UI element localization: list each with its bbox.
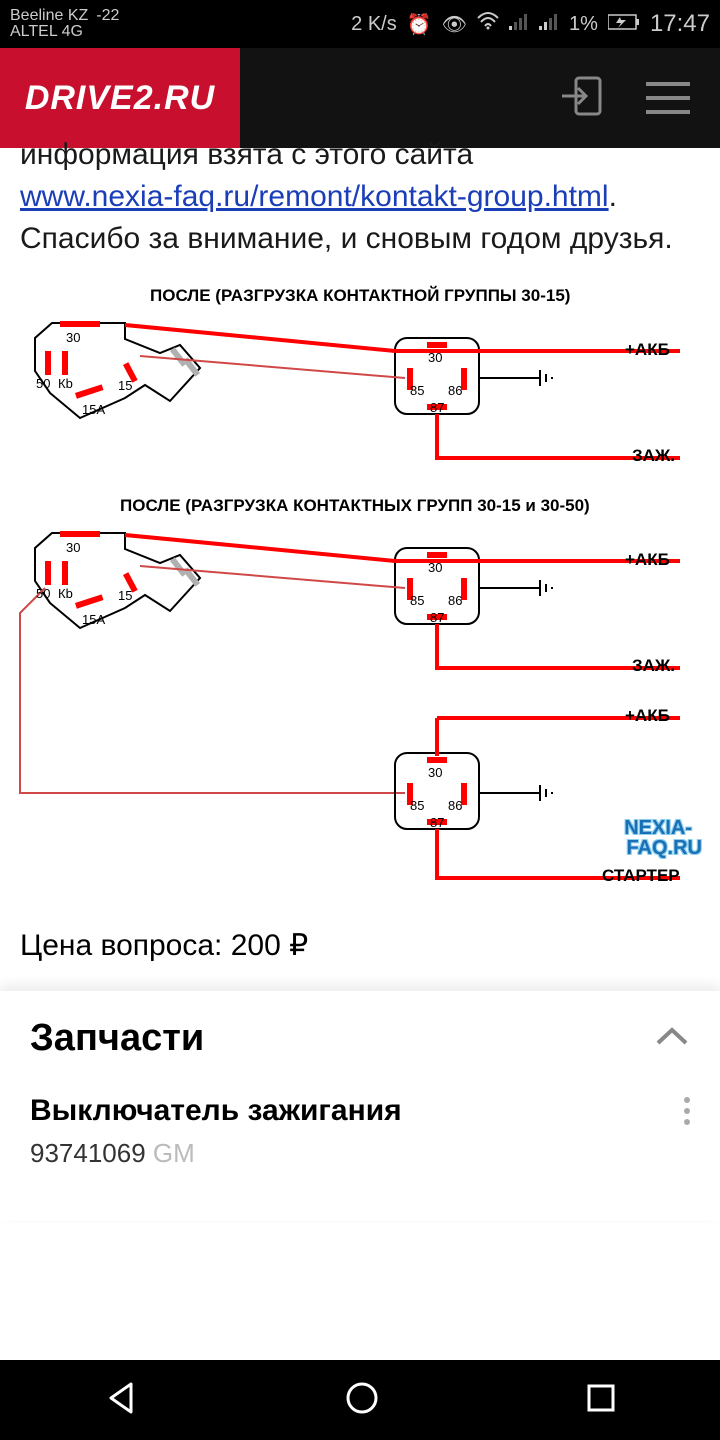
parts-section: Запчасти Выключатель зажигания 93741069 … [0, 991, 720, 1221]
signal-2-icon [539, 12, 559, 36]
signal-1-icon [509, 12, 529, 36]
battery-text: 1% [569, 13, 598, 36]
carrier-2: ALTEL 4G [10, 24, 119, 40]
battery-icon [608, 13, 640, 36]
label-zazh-2: ЗАЖ. [632, 656, 675, 676]
price-line: Цена вопроса: 200 ₽ [0, 928, 720, 963]
android-status-bar: Beeline KZ -22 ALTEL 4G 2 K/s ⏰ 👁 1% 17:… [0, 0, 720, 48]
android-nav-bar [0, 1360, 720, 1440]
wifi-icon [477, 12, 499, 36]
nav-back-icon[interactable] [103, 1380, 139, 1421]
logo[interactable]: DRIVE2.RU [0, 48, 240, 148]
status-left: Beeline KZ -22 ALTEL 4G [10, 8, 119, 40]
label-akb-2: +АКБ [625, 550, 670, 570]
clock: 17:47 [650, 10, 710, 38]
part-list-item[interactable]: Выключатель зажигания [30, 1094, 690, 1128]
diagram-title-1: ПОСЛЕ (РАЗГРУЗКА КОНТАКТНОЙ ГРУППЫ 30-15… [150, 286, 570, 306]
label-akb-1: +АКБ [625, 340, 670, 360]
carrier-1: Beeline KZ [10, 8, 88, 24]
part-name: Выключатель зажигания [30, 1094, 402, 1128]
part-number: 93741069 GM [30, 1138, 690, 1169]
watermark-2: FAQ.RU [626, 838, 702, 858]
eye-icon: 👁 [442, 12, 467, 37]
nav-home-icon[interactable] [344, 1380, 380, 1421]
nav-recent-icon[interactable] [585, 1382, 617, 1419]
temperature: -22 [96, 8, 119, 24]
chevron-up-icon[interactable] [654, 1025, 690, 1052]
app-header: DRIVE2.RU [0, 48, 720, 148]
watermark-1: NEXIA- [624, 818, 692, 838]
more-icon[interactable] [684, 1097, 690, 1125]
article-body: информация взята с этого сайта www.nexia… [0, 134, 720, 260]
label-starter: СТАРТЕР [602, 866, 680, 886]
net-speed: 2 K/s [351, 13, 397, 36]
login-icon[interactable] [558, 72, 606, 125]
diagram-title-2: ПОСЛЕ (РАЗГРУЗКА КОНТАКТНЫХ ГРУПП 30-15 … [120, 496, 590, 516]
wiring-diagram: ПОСЛЕ (РАЗГРУЗКА КОНТАКТНОЙ ГРУППЫ 30-15… [0, 278, 720, 918]
label-zazh-1: ЗАЖ. [632, 446, 675, 466]
parts-heading: Запчасти [30, 1017, 204, 1060]
menu-icon[interactable] [646, 82, 690, 114]
logo-text: DRIVE2.RU [25, 79, 215, 118]
alarm-icon: ⏰ [407, 12, 432, 37]
label-akb-3: +АКБ [625, 706, 670, 726]
status-right: 2 K/s ⏰ 👁 1% 17:47 [351, 10, 710, 38]
external-link[interactable]: www.nexia-faq.ru/remont/kontakt-group.ht… [20, 180, 609, 213]
